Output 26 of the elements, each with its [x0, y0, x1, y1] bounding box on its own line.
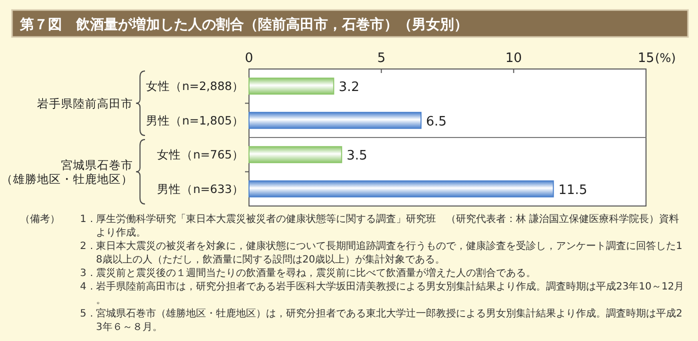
bar — [248, 112, 422, 129]
text: 5．宮城県石巻市（雄勝地区・牡鹿地区）は，研究分担者である東北大学辻一郎教授による男女別集計結果より作成。調査時期は平成23年６～８月。 — [80, 308, 682, 333]
y-tick-label: 男性（n=633） — [157, 182, 244, 196]
x-tick-label: 15 — [638, 51, 654, 66]
y-tick-label: 女性（n=2,888） — [146, 79, 244, 94]
x-tick-label: 0 — [244, 51, 254, 66]
text: （備考） — [20, 213, 60, 225]
data-label: 6.5 — [426, 114, 447, 130]
y-tick-label: 男性（n=1,805） — [146, 113, 244, 128]
text: 3．震災前と震災後の１週間当たりの飲酒量を尋ね，震災前に比べて飲酒量が増えた人の割合である。 — [80, 267, 536, 279]
y-tick-label: 女性（n=765） — [157, 148, 244, 162]
x-tick-label: 10 — [505, 51, 522, 66]
bar — [248, 180, 554, 198]
text: 宮城県石巻市（雄勝地区・牡鹿地区） — [1, 158, 133, 186]
text: 4．岩手県陸前高田市は，研究分担者である岩手医科大学坂田清美教授による男女別集計結果より作成。調査時期は平成23年10～12月。 — [80, 280, 684, 306]
text: 2．東日本大震災の被災者を対象に，健康状態について長期間追跡調査を行うもので，健康診査を受診し，アンケート調査に回答した18歳以上の人（ただし，飲酒量に関する設問は20歳以上）が集計対象である。 — [80, 240, 682, 266]
x-axis-title: (%) — [655, 51, 676, 65]
bar — [248, 146, 342, 164]
data-label: 3.2 — [338, 80, 360, 96]
data-label: 3.5 — [346, 148, 368, 164]
text: 1．厚生労働科学研究「東日本大震災被災者の健康状態等に関する調査」研究班 （研究代表者：林 謙治国立保健医療科学院長）資料より作成。 — [80, 213, 680, 238]
bar — [248, 78, 334, 95]
data-label: 11.5 — [558, 182, 588, 198]
x-tick-label: 5 — [377, 51, 386, 66]
text: 岩手県陸前高田市 — [37, 96, 133, 110]
chart-title: 第７図 飲酒量が増加した人の割合（陸前高田市，石巻市）（男女別） — [19, 16, 468, 33]
